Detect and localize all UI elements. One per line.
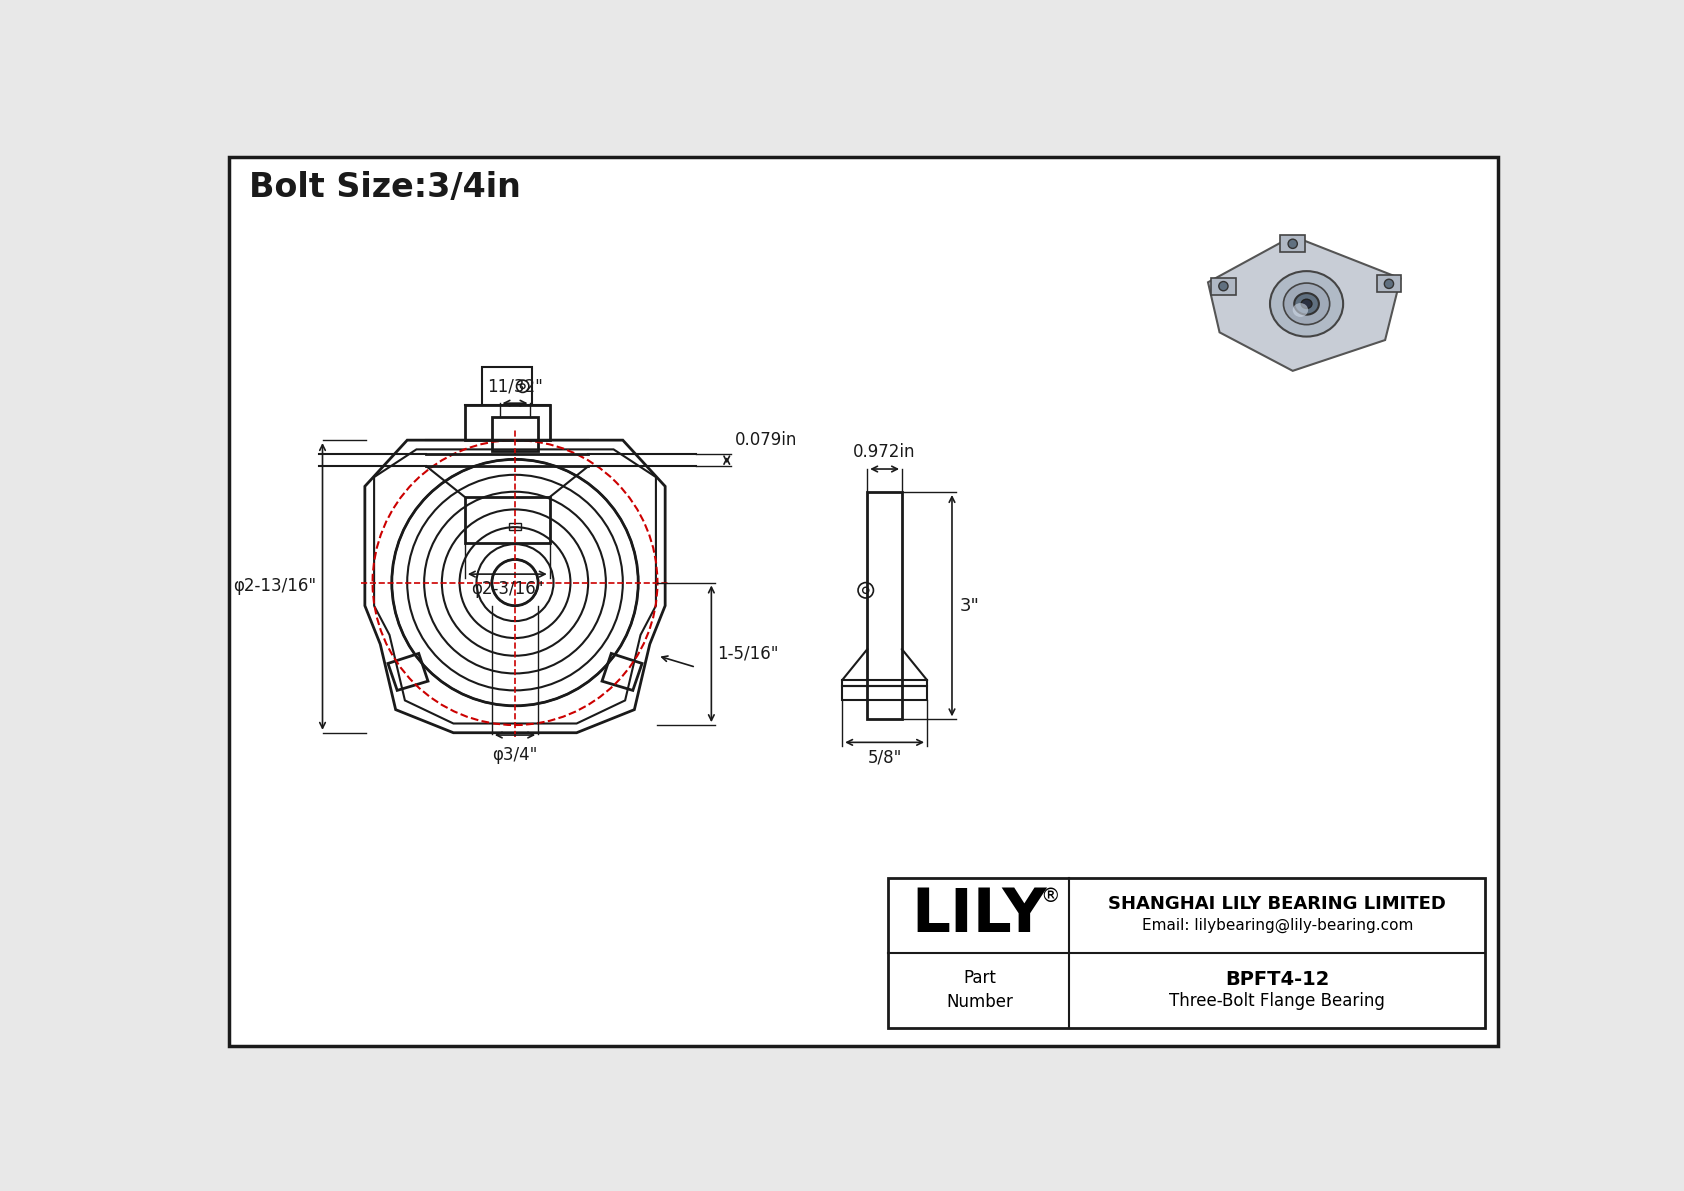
Ellipse shape (1302, 299, 1312, 308)
Bar (465, 497, 549, 543)
Text: Part
Number: Part Number (946, 969, 1012, 1011)
Text: 1-5/16": 1-5/16" (717, 644, 780, 663)
Text: φ2-3/16": φ2-3/16" (472, 580, 544, 598)
Bar (492, 417, 539, 451)
Text: φ3/4": φ3/4" (492, 746, 537, 763)
Text: 3": 3" (960, 597, 980, 615)
Ellipse shape (1283, 283, 1330, 325)
Text: LILY: LILY (911, 886, 1047, 944)
Text: 0.972in: 0.972in (854, 443, 916, 461)
Circle shape (1288, 239, 1297, 249)
Text: SHANGHAI LILY BEARING LIMITED: SHANGHAI LILY BEARING LIMITED (1108, 896, 1447, 913)
Polygon shape (1207, 236, 1401, 370)
Text: Bolt Size:3/4in: Bolt Size:3/4in (249, 170, 522, 204)
Text: BPFT4-12: BPFT4-12 (1226, 969, 1329, 989)
Bar (842, 680, 926, 686)
Circle shape (1384, 279, 1394, 288)
Text: Three-Bolt Flange Bearing: Three-Bolt Flange Bearing (1169, 992, 1386, 1010)
Text: ®: ® (1041, 887, 1059, 906)
Bar (465, 405, 549, 441)
Text: Email: lilybearing@lily-bearing.com: Email: lilybearing@lily-bearing.com (1142, 918, 1413, 934)
Bar (867, 492, 903, 719)
Circle shape (1219, 281, 1228, 291)
Bar (1211, 278, 1236, 294)
Ellipse shape (1270, 272, 1344, 337)
Bar (482, 367, 532, 405)
Bar (509, 523, 520, 530)
Text: 5/8": 5/8" (867, 748, 903, 767)
Text: φ2-13/16": φ2-13/16" (232, 578, 317, 596)
Ellipse shape (1293, 303, 1308, 317)
Bar (889, 878, 1485, 1028)
Text: 0.079in: 0.079in (734, 431, 797, 449)
Text: 11/32": 11/32" (487, 378, 542, 395)
Bar (842, 686, 926, 700)
Ellipse shape (1295, 293, 1319, 314)
Bar (1376, 275, 1401, 292)
Bar (1280, 236, 1305, 252)
